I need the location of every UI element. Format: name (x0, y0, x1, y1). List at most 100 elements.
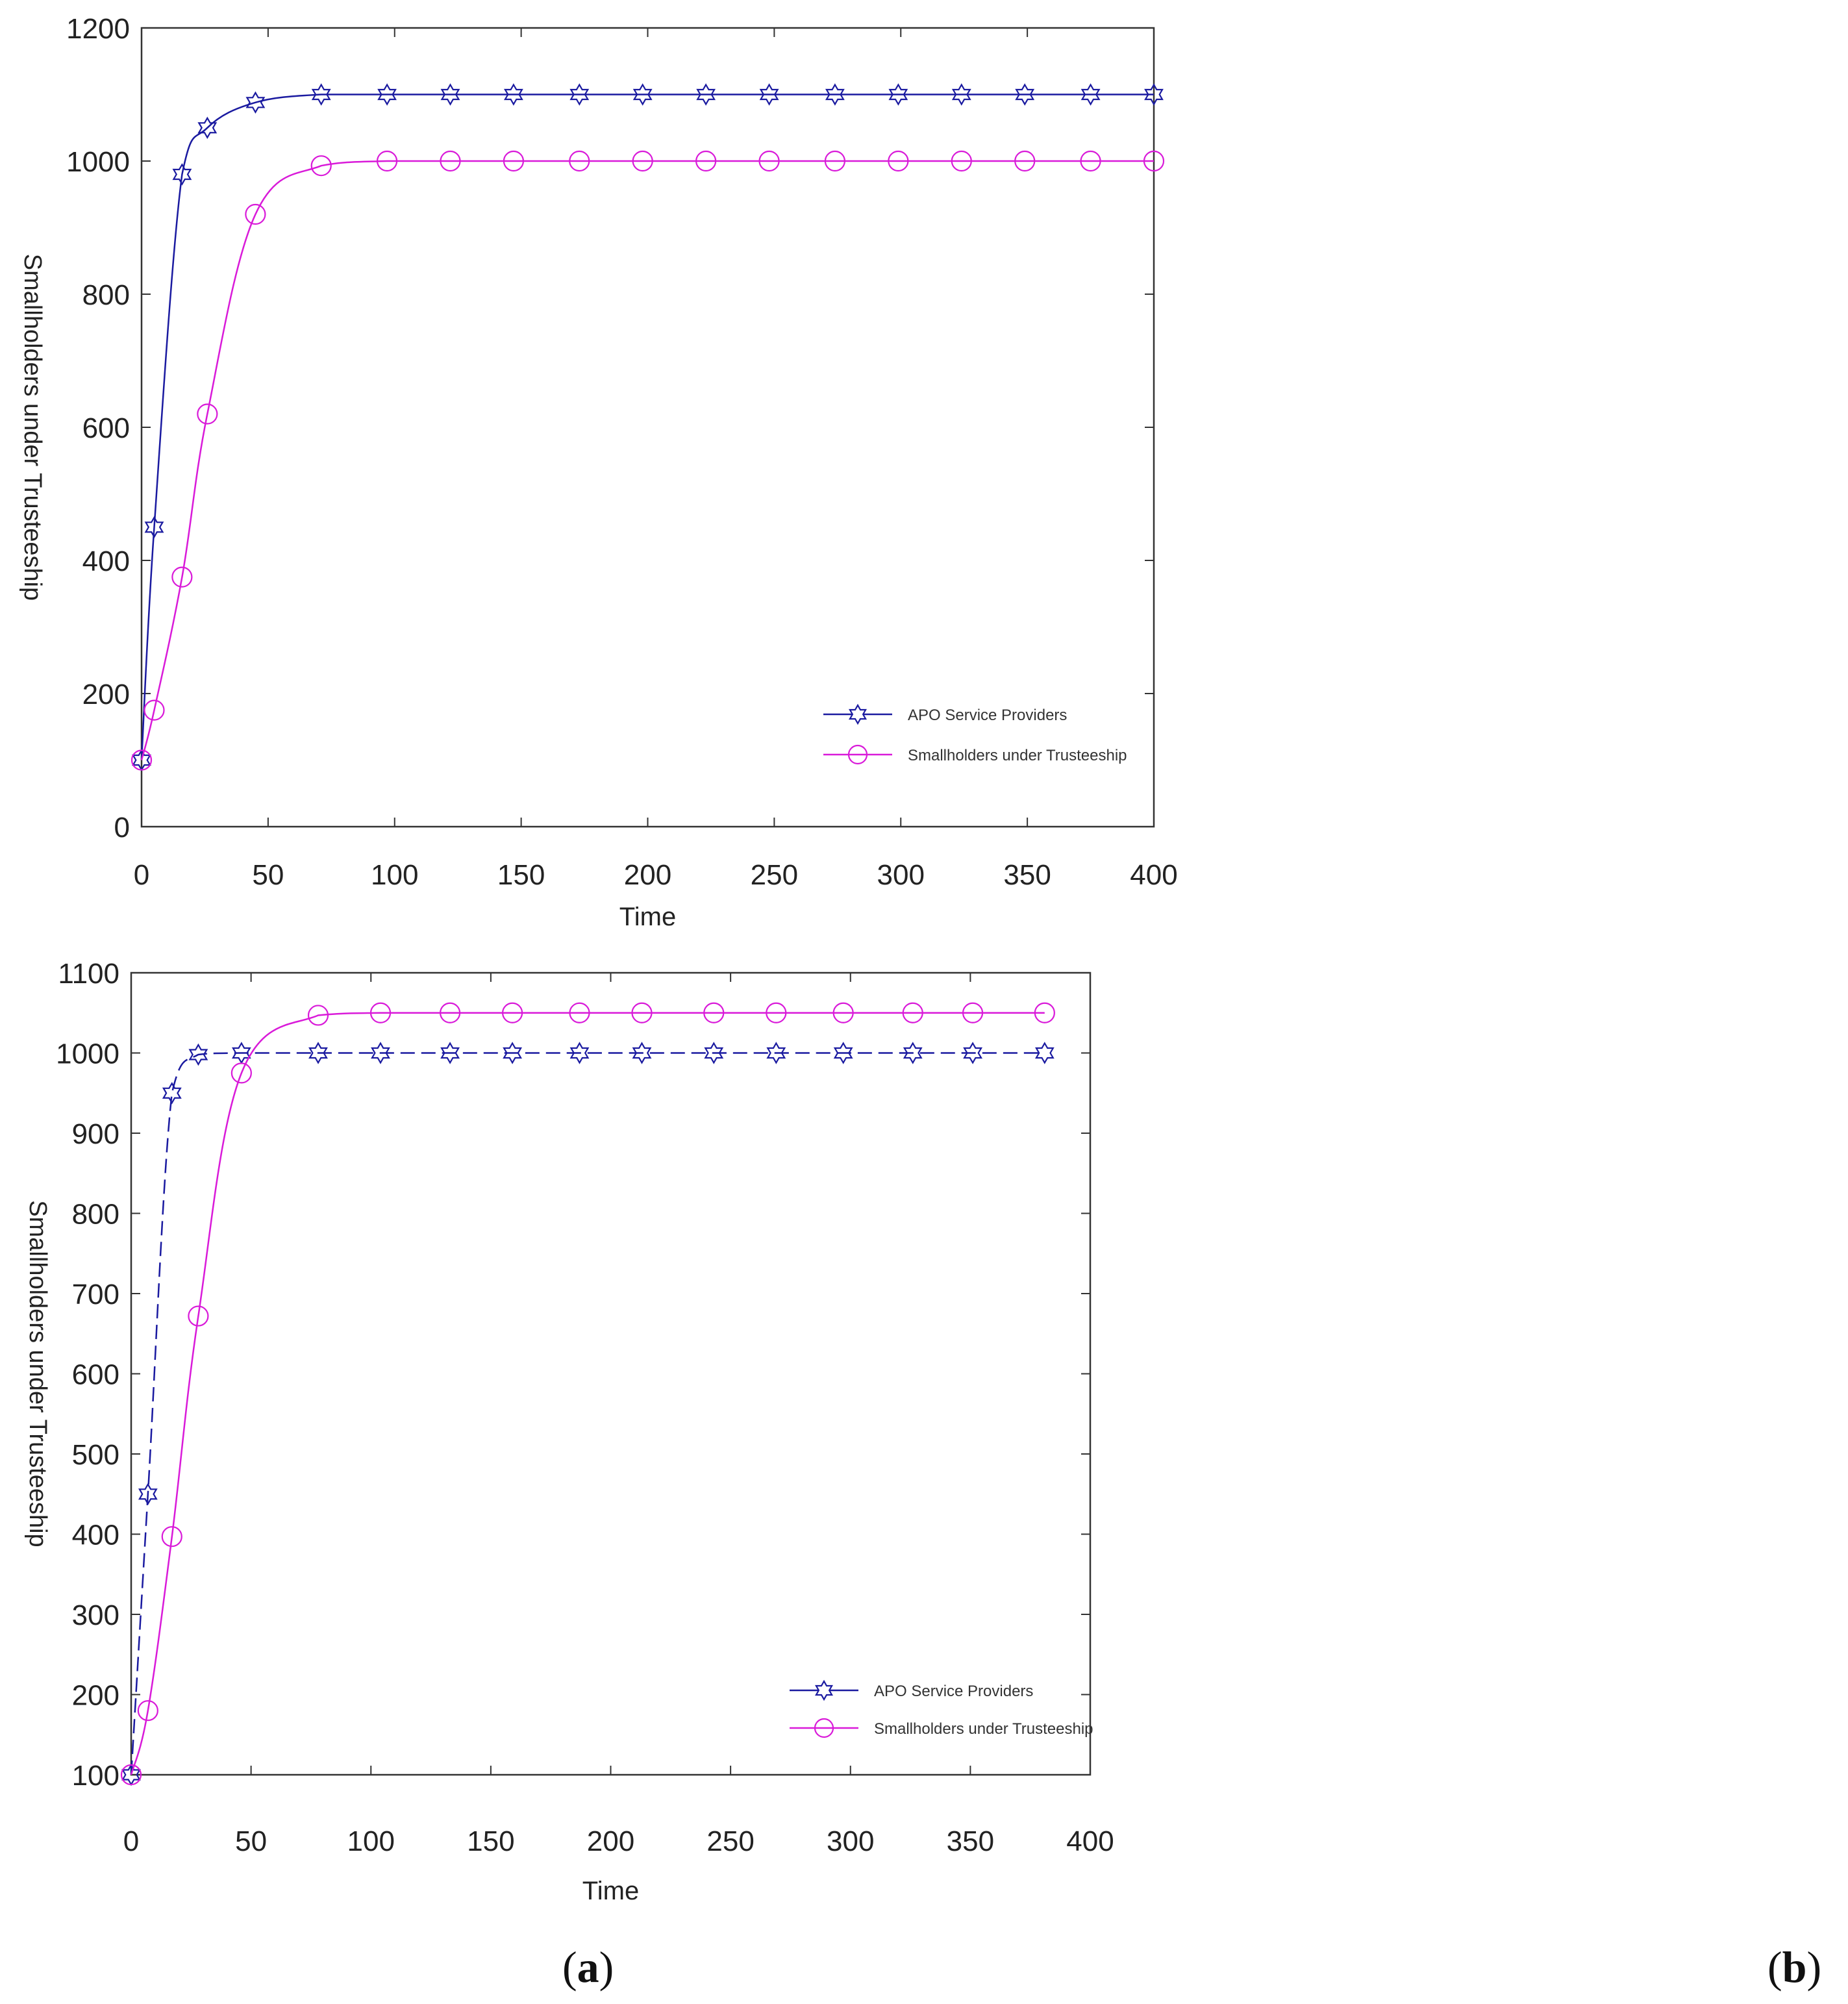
hexagram-marker-icon (704, 1042, 724, 1064)
y-tick-label: 1100 (58, 958, 119, 990)
legend-label: APO Service Providers (908, 707, 1067, 724)
legend-item: APO Service Providers (790, 1679, 1033, 1701)
legend-item: Smallholders under Trusteeship (790, 1718, 1093, 1738)
circle-marker-icon (632, 150, 653, 172)
circle-marker-icon (631, 1002, 653, 1023)
x-axis-label: Time (582, 1877, 639, 1905)
plot-frame (130, 971, 1092, 1776)
series-apo-service-providers (121, 1042, 1055, 1786)
axes: 0 50 100 150 200 250 300 350 400 0 200 400 600 800 100… (19, 13, 1178, 931)
x-tick-label: 150 (467, 1825, 514, 1857)
circle-marker-icon (171, 566, 193, 588)
y-tick-label: 400 (72, 1520, 119, 1551)
circle-marker-icon (1143, 150, 1165, 172)
circle-marker-icon (1034, 1002, 1055, 1023)
legend-item: APO Service Providers (823, 703, 1067, 725)
y-tick-label: 0 (114, 812, 130, 844)
hexagram-marker-icon (197, 116, 218, 140)
hexagram-marker-icon (138, 1483, 158, 1506)
x-tick-label: 400 (1130, 859, 1177, 891)
circle-marker-icon (847, 744, 868, 765)
hexagram-marker-icon (162, 1082, 182, 1105)
legend-item: Smallholders under Trusteeship (823, 744, 1127, 765)
x-tick-label: 400 (1066, 1825, 1114, 1857)
circle-marker-icon (814, 1718, 834, 1738)
hexagram-marker-icon (815, 1679, 833, 1701)
circle-marker-icon (197, 403, 218, 425)
x-tick-label: 350 (1003, 859, 1051, 891)
hexagram-marker-icon (311, 83, 331, 106)
circle-marker-icon (376, 150, 398, 172)
circle-marker-icon (131, 749, 153, 771)
y-tick-label: 1000 (66, 146, 130, 178)
hexagram-marker-icon (1080, 83, 1101, 106)
circle-marker-icon (120, 1764, 142, 1786)
hexagram-marker-icon (766, 1042, 786, 1064)
series-smallholders-under-trusteeship (131, 150, 1165, 771)
hexagram-marker-icon (632, 83, 653, 106)
circle-marker-icon (832, 1002, 854, 1023)
y-axis-label: Smallholders under Trusteeship (24, 1200, 51, 1547)
y-axis-label: Smallholders under Trusteeship (19, 254, 46, 601)
y-tick-label: 600 (72, 1359, 119, 1391)
legend: APO Service Providers Smallholders under … (790, 1679, 1093, 1738)
x-tick-label: 0 (134, 859, 149, 891)
legend: APO Service Providers Smallholders under … (823, 703, 1127, 765)
y-tick-label: 700 (72, 1279, 119, 1310)
circle-marker-icon (440, 1002, 461, 1023)
hexagram-marker-icon (245, 91, 266, 114)
hexagram-marker-icon (308, 1042, 328, 1064)
x-tick-label: 100 (347, 1825, 395, 1857)
hexagram-marker-icon (503, 1042, 522, 1064)
hexagram-marker-icon (371, 1042, 390, 1064)
chart-bottom: 0 50 100 150 200 250 300 350 400 100 200 300 400 500 6… (24, 958, 1114, 1905)
hexagram-marker-icon (632, 1042, 652, 1064)
hexagram-marker-icon (833, 1042, 853, 1064)
y-tick-label: 1000 (56, 1038, 119, 1070)
series-line (130, 1012, 1045, 1775)
circle-marker-icon (962, 1002, 984, 1023)
circle-marker-icon (888, 150, 909, 172)
x-tick-label: 50 (235, 1825, 267, 1857)
circle-marker-icon (1014, 150, 1036, 172)
circle-marker-icon (161, 1526, 182, 1547)
circle-marker-icon (766, 1002, 787, 1023)
hexagram-marker-icon (440, 83, 460, 106)
y-tick-label: 500 (72, 1439, 119, 1471)
circle-marker-icon (695, 150, 717, 172)
circle-marker-icon (502, 1002, 523, 1023)
y-tick-label: 200 (72, 1680, 119, 1712)
hexagram-marker-icon (849, 703, 867, 725)
circle-marker-icon (569, 1002, 590, 1023)
y-tick-label: 100 (72, 1760, 119, 1792)
x-tick-label: 100 (371, 859, 418, 891)
x-tick-label: 200 (624, 859, 671, 891)
hexagram-marker-icon (759, 83, 779, 106)
circle-marker-icon (144, 699, 165, 721)
hexagram-marker-icon (1144, 83, 1164, 106)
circle-marker-icon (1080, 150, 1101, 172)
hexagram-marker-icon (569, 1042, 590, 1064)
y-tick-label: 400 (82, 545, 130, 577)
circle-marker-icon (440, 150, 461, 172)
x-tick-label: 50 (252, 859, 284, 891)
circle-marker-icon (758, 150, 780, 172)
circle-marker-icon (369, 1002, 392, 1023)
legend-label: APO Service Providers (874, 1683, 1033, 1700)
circle-marker-icon (569, 150, 590, 172)
circle-marker-icon (137, 1700, 158, 1722)
hexagram-marker-icon (1035, 1042, 1055, 1064)
circle-marker-icon (307, 1005, 329, 1026)
circle-marker-icon (951, 150, 972, 172)
circle-marker-icon (188, 1305, 209, 1327)
circle-marker-icon (824, 150, 846, 172)
hexagram-marker-icon (188, 1043, 208, 1066)
series-line (140, 94, 1154, 760)
legend-label: Smallholders under Trusteeship (908, 747, 1127, 764)
circle-marker-icon (231, 1062, 252, 1084)
series-line (130, 1052, 1045, 1775)
circle-marker-icon (245, 203, 266, 225)
series-smallholders-under-trusteeship (120, 1002, 1055, 1786)
circle-marker-icon (310, 155, 332, 177)
axes: 0 50 100 150 200 250 300 350 400 100 200 300 400 500 6… (24, 958, 1114, 1905)
